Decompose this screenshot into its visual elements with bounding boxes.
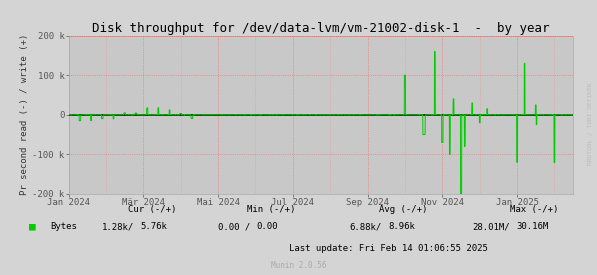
Text: RRDTOOL / TOBI OETIKER: RRDTOOL / TOBI OETIKER: [588, 82, 593, 165]
Text: Bytes: Bytes: [51, 222, 78, 231]
Text: Last update: Fri Feb 14 01:06:55 2025: Last update: Fri Feb 14 01:06:55 2025: [288, 244, 488, 253]
Text: ■: ■: [29, 222, 36, 232]
Text: Max (-/+): Max (-/+): [510, 205, 559, 214]
Text: Avg (-/+): Avg (-/+): [378, 205, 427, 214]
Y-axis label: Pr second read (-) / write (+): Pr second read (-) / write (+): [20, 34, 29, 196]
Text: 8.96k: 8.96k: [388, 222, 415, 231]
Text: 30.16M: 30.16M: [516, 222, 549, 231]
Text: 0.00 /: 0.00 /: [219, 222, 251, 231]
Text: Min (-/+): Min (-/+): [247, 205, 296, 214]
Text: 0.00: 0.00: [257, 222, 278, 231]
Text: 6.88k/: 6.88k/: [350, 222, 382, 231]
Text: Munin 2.0.56: Munin 2.0.56: [271, 261, 326, 270]
Text: 28.01M/: 28.01M/: [473, 222, 510, 231]
Title: Disk throughput for /dev/data-lvm/vm-21002-disk-1  -  by year: Disk throughput for /dev/data-lvm/vm-210…: [92, 21, 550, 35]
Text: 1.28k/: 1.28k/: [102, 222, 134, 231]
Text: Cur (-/+): Cur (-/+): [128, 205, 177, 214]
Text: 5.76k: 5.76k: [140, 222, 167, 231]
